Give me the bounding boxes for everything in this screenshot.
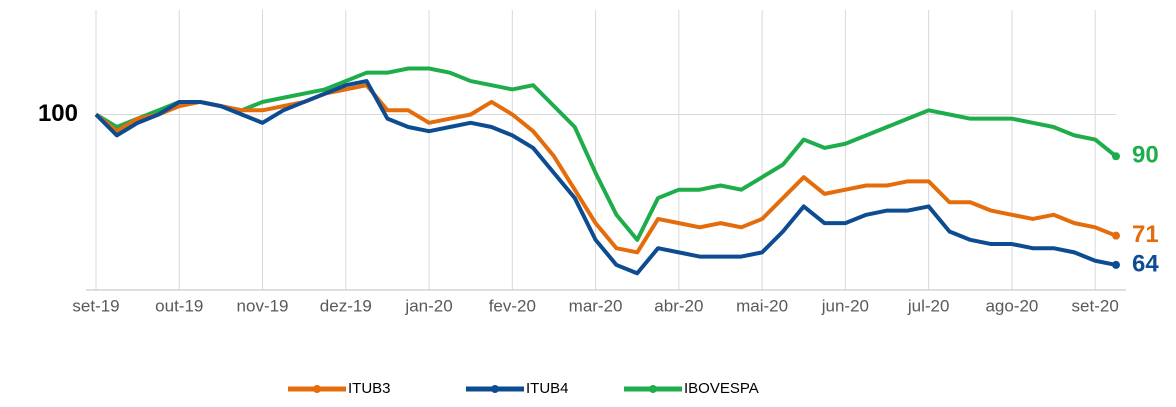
- end-marker: [1112, 152, 1120, 161]
- x-tick-label: set-20: [1072, 296, 1119, 315]
- series-line: [94, 66, 1118, 242]
- x-tick-label: mai-20: [736, 296, 788, 315]
- x-tick-label: fev-20: [489, 296, 536, 315]
- x-tick-label: jul-20: [907, 296, 950, 315]
- x-tick-label: out-19: [155, 296, 203, 315]
- x-tick-label: ago-20: [985, 296, 1038, 315]
- legend-label: ITUB4: [526, 380, 569, 397]
- end-label: 71: [1132, 221, 1159, 248]
- y-tick-label: 100: [38, 100, 78, 127]
- legend-label: ITUB3: [348, 380, 391, 397]
- x-tick-label: nov-19: [237, 296, 289, 315]
- legend-marker: [491, 385, 499, 393]
- end-label: 90: [1132, 142, 1159, 169]
- x-tick-label: jun-20: [821, 296, 869, 315]
- series-line: [94, 79, 1117, 276]
- legend-marker: [313, 385, 321, 393]
- legend-marker: [649, 385, 657, 393]
- x-tick-label: abr-20: [654, 296, 703, 315]
- end-marker: [1112, 231, 1120, 240]
- x-tick-label: set-19: [72, 296, 119, 315]
- legend-label: IBOVESPA: [684, 380, 759, 397]
- x-tick-label: mar-20: [569, 296, 623, 315]
- end-marker: [1112, 260, 1120, 269]
- x-tick-label: jan-20: [404, 296, 452, 315]
- end-label: 64: [1132, 250, 1159, 277]
- x-tick-label: dez-19: [320, 296, 372, 315]
- series-line: [94, 83, 1117, 255]
